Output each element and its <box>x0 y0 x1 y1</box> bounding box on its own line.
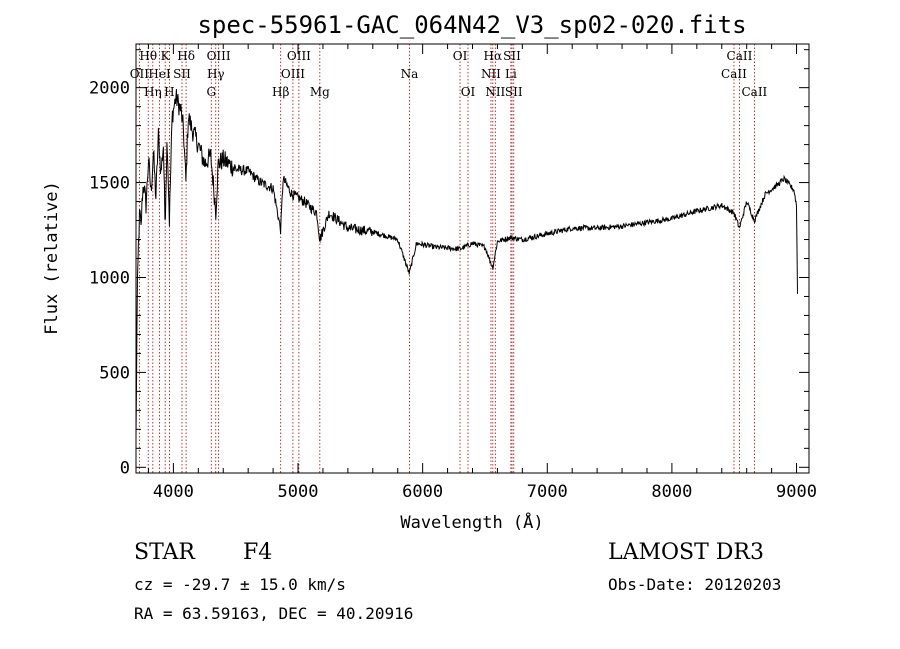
y-tick-label: 1500 <box>89 174 130 194</box>
emission-line-labels: Hθ OII Hη HeI K H Hδ SII OIII Hγ G Hβ OIII OIII Mg Na OI… <box>130 49 768 99</box>
line-marker-label: G <box>206 85 216 99</box>
plot-frame <box>135 43 810 474</box>
line-marker-label: NII <box>485 85 505 99</box>
y-tick-label: 1000 <box>89 268 130 288</box>
line-marker-label: Hη <box>144 85 162 99</box>
spectrum-line <box>135 88 798 436</box>
line-marker-label: Hθ <box>139 49 157 63</box>
x-tick-label: 5000 <box>278 482 319 502</box>
emission-line-markers <box>138 44 755 473</box>
line-marker-label: Na <box>401 67 419 81</box>
line-marker-label: Mg <box>310 85 330 99</box>
line-marker-label: H <box>164 85 174 99</box>
y-tick-label: 0 <box>120 458 130 478</box>
redshift-text: cz = -29.7 ± 15.0 km/s <box>134 575 346 594</box>
line-marker-label: SII <box>173 67 191 81</box>
object-class: STAR <box>134 540 195 565</box>
line-marker-label: CaII <box>741 85 767 99</box>
line-marker-label: CaII <box>727 49 753 63</box>
line-marker-label: K <box>161 49 171 63</box>
y-axis-ticks: 0 500 1000 1500 2000 <box>89 49 809 478</box>
line-marker-label: OIII <box>207 49 231 63</box>
y-tick-label: 500 <box>99 363 130 383</box>
line-marker-label: Hβ <box>272 85 289 99</box>
line-marker-label: HeI <box>148 67 171 81</box>
line-marker-label: SII <box>503 49 521 63</box>
x-axis-ticks: 4000 5000 6000 7000 8000 9000 <box>147 44 817 502</box>
x-tick-label: 7000 <box>527 482 568 502</box>
line-marker-label: OIII <box>281 67 305 81</box>
y-tick-label: 2000 <box>89 79 130 99</box>
x-tick-label: 9000 <box>776 482 817 502</box>
x-tick-label: 8000 <box>651 482 692 502</box>
x-tick-label: 6000 <box>402 482 443 502</box>
object-subclass: F4 <box>243 540 273 565</box>
x-axis-label: Wavelength (Å) <box>400 511 543 533</box>
obs-date: Obs-Date: 20120203 <box>608 575 782 594</box>
line-marker-label: OI <box>461 85 476 99</box>
x-tick-label: 4000 <box>153 482 194 502</box>
chart-title: spec-55961-GAC_064N42_V3_sp02-020.fits <box>197 11 746 39</box>
line-marker-label: OII <box>130 67 150 81</box>
line-marker-label: CaII <box>721 67 747 81</box>
line-marker-label: Hγ <box>207 67 225 81</box>
line-marker-label: OI <box>453 49 468 63</box>
line-marker-label: Hα <box>484 49 503 63</box>
line-marker-label: NII <box>481 67 501 81</box>
line-marker-label: Li <box>505 67 517 81</box>
survey-name: LAMOST DR3 <box>608 540 764 565</box>
line-marker-label: Hδ <box>177 49 195 63</box>
coordinates: RA = 63.59163, DEC = 40.20916 <box>134 604 414 623</box>
line-marker-label: SII <box>505 85 523 99</box>
y-axis-label: Flux (relative) <box>42 181 62 335</box>
line-marker-label: OIII <box>287 49 311 63</box>
